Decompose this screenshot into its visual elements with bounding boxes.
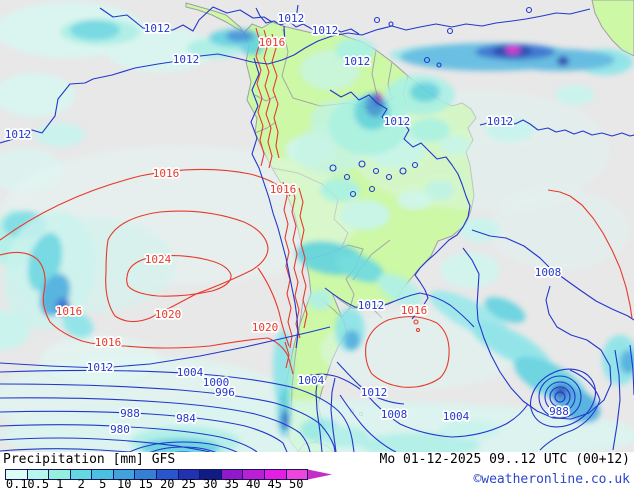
isobar-label: 1012 <box>173 53 200 66</box>
scale-tick-label: 50 <box>289 477 304 490</box>
isobar-label: 1012 <box>144 22 171 35</box>
isobar-label: 1012 <box>487 115 514 128</box>
isobar-label: 1012 <box>278 12 305 25</box>
isobar-label: 1016 <box>401 304 428 317</box>
scale-cell <box>49 470 71 479</box>
isobar-label: 1012 <box>87 361 114 374</box>
isobar-label: 1016 <box>56 305 83 318</box>
isobar-label: 988 <box>120 407 140 420</box>
scale-cell <box>243 470 265 479</box>
scale-cell <box>200 470 222 479</box>
isobar-label: 1008 <box>381 408 408 421</box>
scale-cell <box>113 470 136 479</box>
isobar-label: 1012 <box>358 299 385 312</box>
scale-tick-label: 45 <box>267 477 282 490</box>
isobar-label: 1020 <box>252 321 279 334</box>
colorbar-tick-labels: 0.1 0.5 1 2 5 10 15 20 25 30 35 40 45 50 <box>0 477 340 490</box>
scale-tick-label: 0.1 <box>5 477 28 490</box>
scale-tick-label: 40 <box>246 477 261 490</box>
scale-tick-label: 5 <box>99 477 107 490</box>
scale-cell <box>92 470 114 479</box>
isobar-label: 1016 <box>259 36 286 49</box>
scale-cell <box>157 470 179 479</box>
scale-cell <box>6 470 28 479</box>
isobar-label: 980 <box>110 423 130 436</box>
isobar-label: 1016 <box>95 336 122 349</box>
isobars-low <box>0 4 634 452</box>
scale-tick-label: 10 <box>117 477 132 490</box>
scale-cell <box>178 470 201 479</box>
scale-tick-label: 1 <box>56 477 64 490</box>
scale-cell <box>27 470 50 479</box>
isobar-label: 1004 <box>443 410 470 423</box>
colorbar-arrow <box>308 469 332 480</box>
isobar-label: 1012 <box>5 128 32 141</box>
isobar-label: 996 <box>215 386 235 399</box>
africa-landmass <box>591 0 634 57</box>
scale-cell <box>135 470 158 479</box>
isobar-label: 984 <box>176 412 196 425</box>
isobar-labels-layer: 1012 1012 1012 1012 1012 1012 1012 1012 1008 1012… <box>3 10 571 438</box>
isobars-high <box>0 27 633 388</box>
precip-colorbar <box>5 469 308 480</box>
isobar-label: 1012 <box>384 115 411 128</box>
isobar-label: 1004 <box>177 366 204 379</box>
isobar-label: 1004 <box>298 374 325 387</box>
scale-tick-label: 0.5 <box>27 477 50 490</box>
scale-tick-label: 25 <box>181 477 196 490</box>
isobar-label: 1020 <box>155 308 182 321</box>
isobar-label: 1000 <box>203 376 230 389</box>
weather-map: 1012 1012 1012 1012 1012 1012 1012 1012 1008 1012… <box>0 0 634 452</box>
isobar-label: 1012 <box>344 55 371 68</box>
isobar-label: 1008 <box>535 266 562 279</box>
scale-tick-label: 30 <box>203 477 218 490</box>
isobar-label: 1016 <box>270 183 297 196</box>
isobar-label: 1012 <box>312 24 339 37</box>
scale-cell <box>70 470 93 479</box>
scale-cell <box>286 470 308 479</box>
legend-title: Precipitation [mm] GFS <box>3 452 176 467</box>
scale-tick-label: 15 <box>138 477 153 490</box>
isobar-label: 1012 <box>361 386 388 399</box>
datetime-label: Mo 01-12-2025 09..12 UTC (00+12) <box>379 452 630 467</box>
credit-link[interactable]: ©weatheronline.co.uk <box>473 472 630 487</box>
scale-tick-label: 35 <box>224 477 239 490</box>
isobar-label: 1016 <box>153 167 180 180</box>
scale-cell <box>221 470 244 479</box>
scale-tick-label: 2 <box>77 477 85 490</box>
isobar-label: 1024 <box>145 253 172 266</box>
precipitation-layer <box>0 2 634 452</box>
scale-cell <box>264 470 287 479</box>
scale-tick-label: 20 <box>160 477 175 490</box>
isobar-label: 988 <box>549 405 569 418</box>
